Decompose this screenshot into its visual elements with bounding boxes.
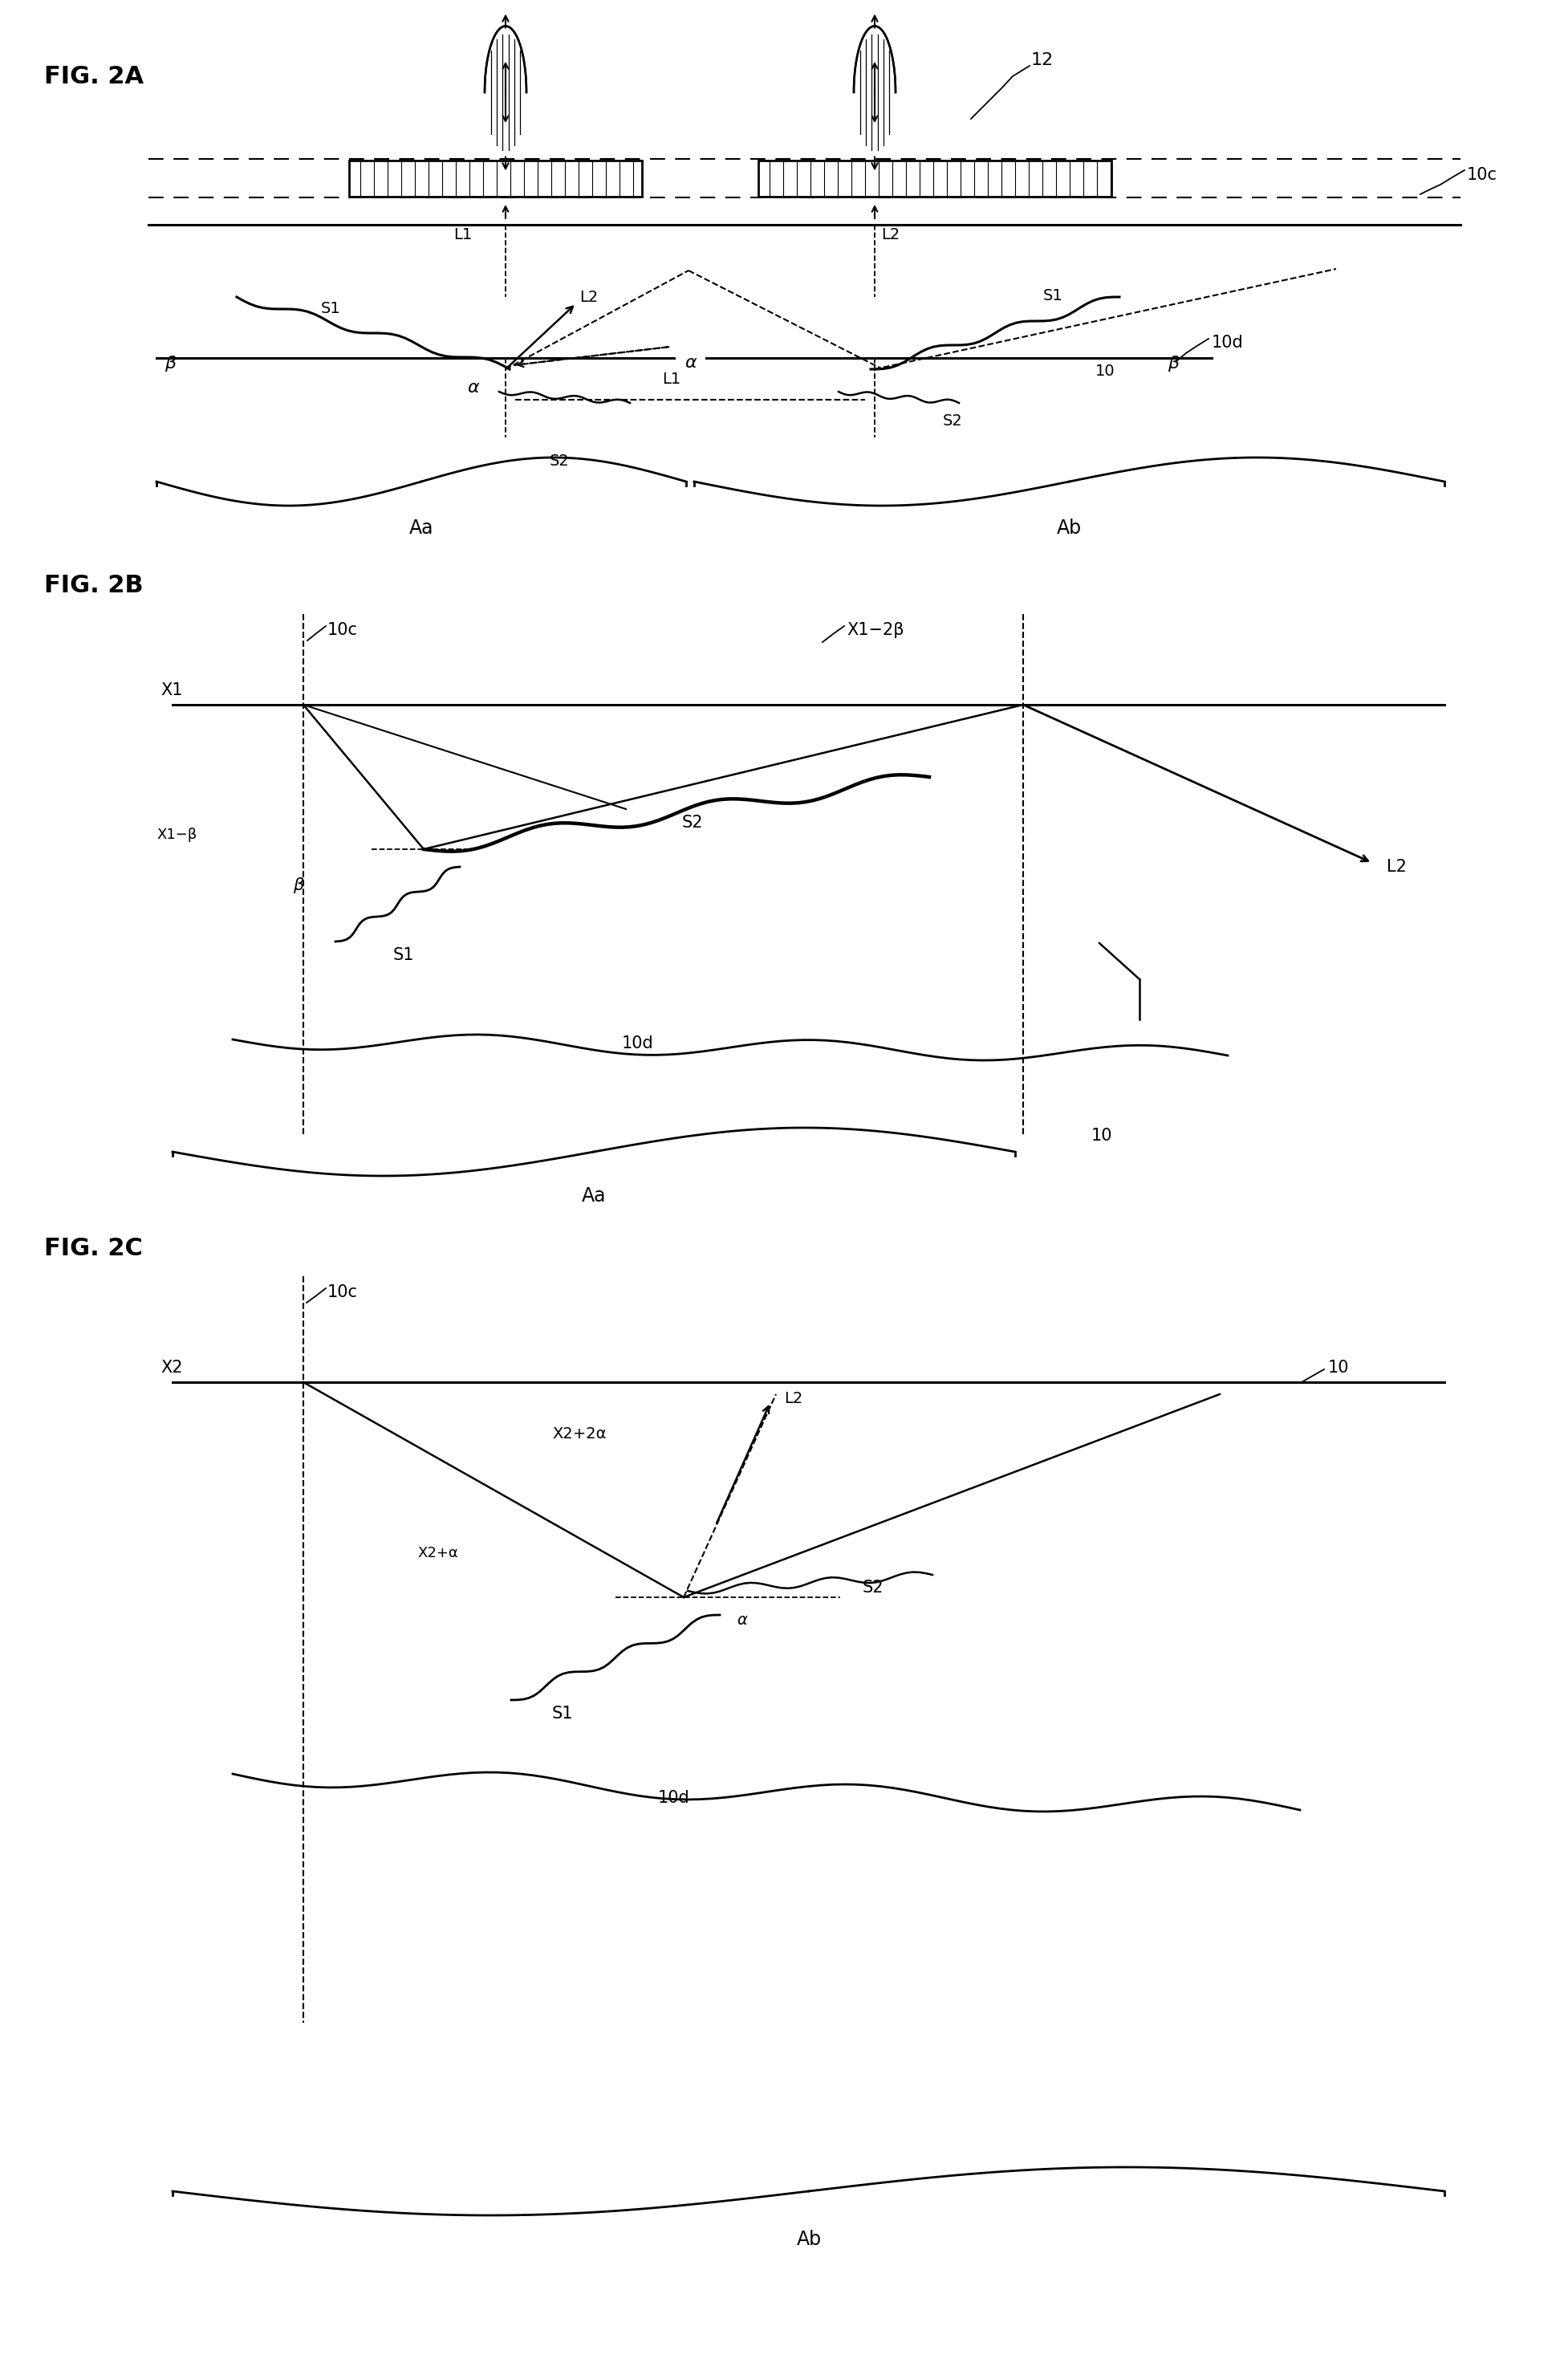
Text: β: β bbox=[165, 356, 176, 373]
Text: Aa: Aa bbox=[409, 519, 433, 538]
Text: Ab: Ab bbox=[1057, 519, 1082, 538]
Text: FIG. 2A: FIG. 2A bbox=[44, 64, 144, 87]
Text: β: β bbox=[1168, 356, 1179, 373]
Text: FIG. 2B: FIG. 2B bbox=[44, 573, 143, 597]
Text: X2+α: X2+α bbox=[417, 1545, 458, 1559]
Text: X1−2β: X1−2β bbox=[847, 623, 905, 639]
Text: 10c: 10c bbox=[1468, 167, 1497, 184]
Text: α: α bbox=[737, 1611, 746, 1628]
Text: α: α bbox=[467, 380, 478, 396]
Bar bbox=[350, 160, 641, 196]
Text: L2: L2 bbox=[1386, 859, 1406, 875]
Text: S1: S1 bbox=[321, 302, 340, 316]
Text: L2: L2 bbox=[784, 1389, 803, 1406]
Text: 10d: 10d bbox=[1212, 335, 1243, 351]
Text: 10c: 10c bbox=[328, 623, 358, 639]
Text: L2: L2 bbox=[579, 290, 597, 304]
Text: L2: L2 bbox=[881, 226, 900, 243]
Text: S1: S1 bbox=[394, 946, 414, 962]
Text: 10: 10 bbox=[1096, 363, 1115, 377]
Bar bbox=[759, 160, 1112, 196]
Text: Ab: Ab bbox=[797, 2229, 822, 2248]
Text: L1: L1 bbox=[453, 226, 472, 243]
Text: Aa: Aa bbox=[582, 1187, 607, 1205]
Text: S2: S2 bbox=[862, 1581, 884, 1595]
Text: X1−β: X1−β bbox=[157, 828, 198, 842]
Text: 10: 10 bbox=[1091, 1128, 1113, 1144]
Text: S1: S1 bbox=[552, 1706, 574, 1722]
Text: S2: S2 bbox=[550, 453, 569, 469]
Text: 10c: 10c bbox=[328, 1283, 358, 1300]
Text: β: β bbox=[293, 878, 304, 894]
Text: L1: L1 bbox=[662, 370, 681, 387]
Text: X1: X1 bbox=[160, 682, 182, 698]
Text: α: α bbox=[685, 354, 696, 370]
Text: S1: S1 bbox=[1043, 288, 1063, 302]
Text: S2: S2 bbox=[942, 413, 963, 429]
Text: 12: 12 bbox=[1032, 52, 1054, 68]
Text: X2+2α: X2+2α bbox=[552, 1427, 607, 1441]
Text: S2: S2 bbox=[682, 814, 704, 830]
Text: FIG. 2C: FIG. 2C bbox=[44, 1236, 143, 1260]
Text: 10d: 10d bbox=[659, 1790, 690, 1807]
Text: 10d: 10d bbox=[622, 1036, 654, 1052]
Text: X2: X2 bbox=[160, 1359, 182, 1375]
Text: 10: 10 bbox=[1328, 1359, 1350, 1375]
